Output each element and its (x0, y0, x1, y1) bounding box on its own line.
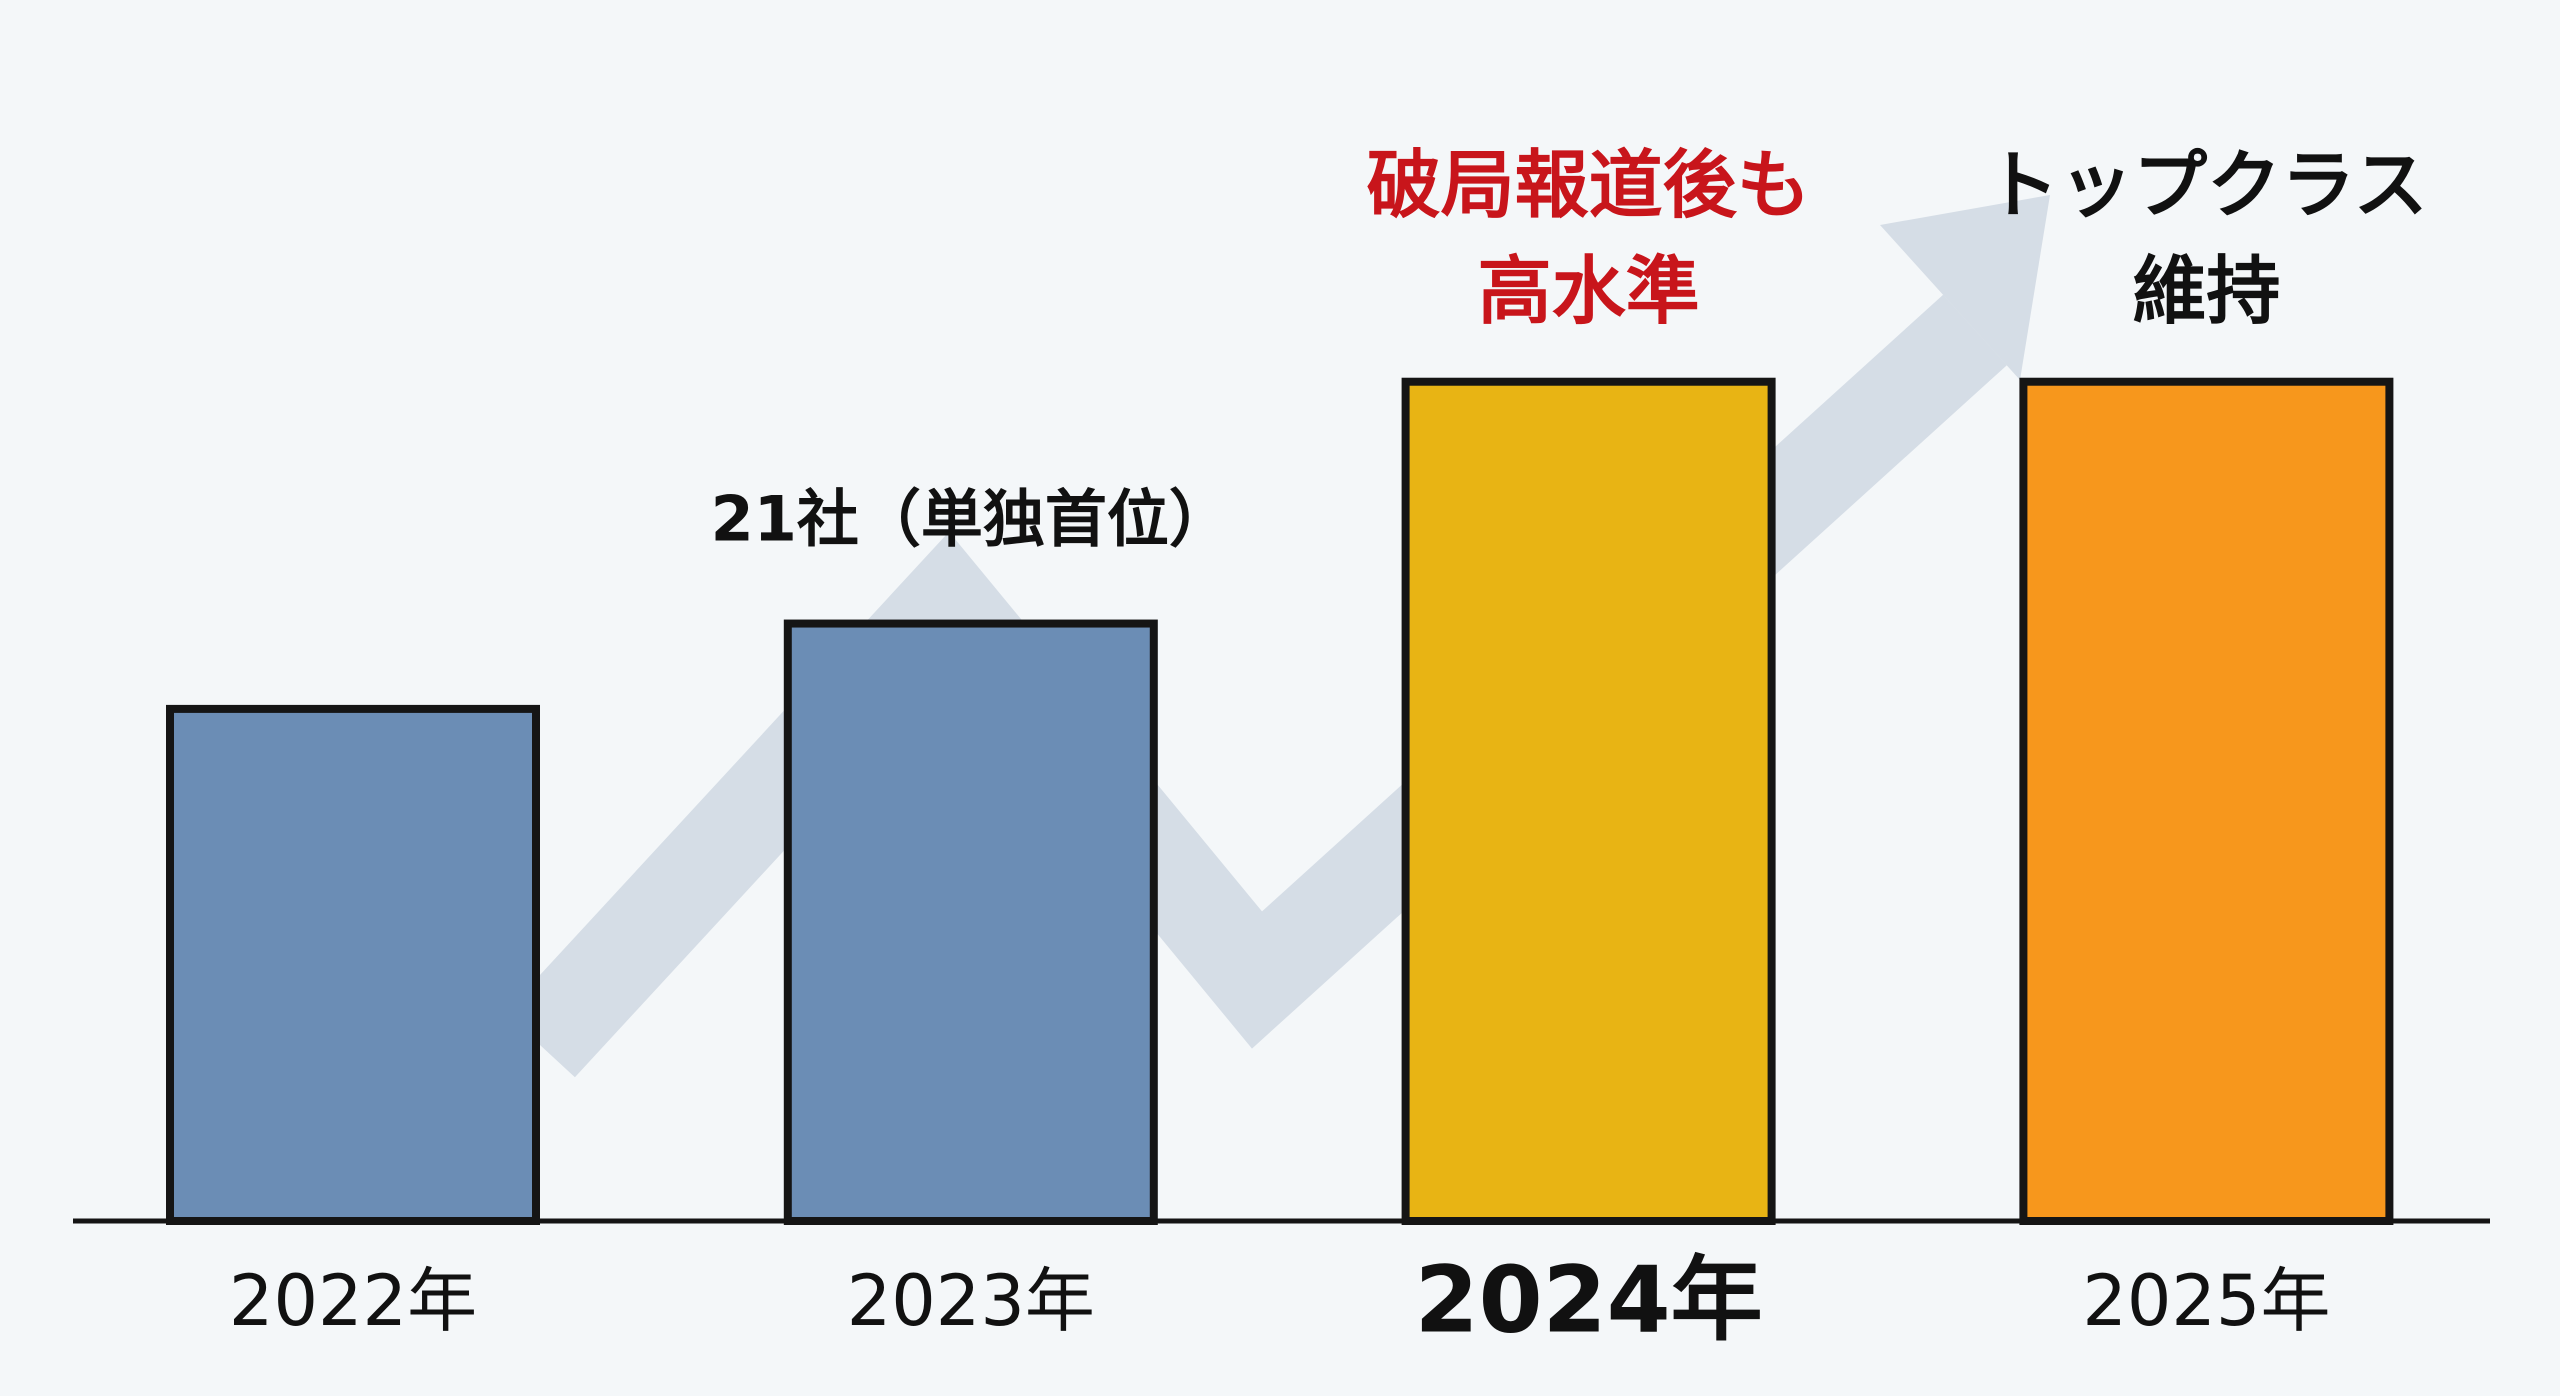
annotation: 破局報道後も (1367, 143, 1811, 229)
annotation: トップクラス (1985, 143, 2428, 229)
bar (1401, 377, 1776, 1226)
annotation: 高水準 (1478, 249, 1700, 335)
annotation: 維持 (2132, 249, 2280, 335)
x-tick-label: 2023年 (847, 1260, 1095, 1342)
x-tick-label: 2025年 (2082, 1260, 2330, 1342)
bar (2019, 377, 2394, 1226)
value-label: 21社（単独首位） (711, 483, 1231, 556)
x-tick-label: 2024年 (1415, 1246, 1763, 1353)
bar (783, 619, 1158, 1225)
x-tick-label: 2022年 (229, 1260, 477, 1342)
bar (166, 704, 540, 1225)
trend-arrow-head (1880, 195, 2050, 380)
